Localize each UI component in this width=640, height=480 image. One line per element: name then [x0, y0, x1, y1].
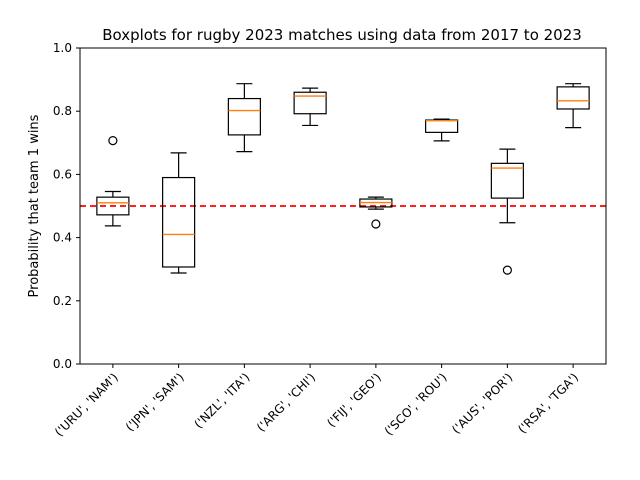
x-tick-label: ('ARG', 'CHI')	[254, 370, 318, 434]
chart-title: Boxplots for rugby 2023 matches using da…	[102, 26, 582, 44]
box-group	[293, 87, 327, 127]
x-tick-label: ('SCO', 'ROU')	[382, 370, 450, 438]
y-tick-label: 0.8	[53, 104, 72, 118]
box-group	[162, 152, 196, 274]
outlier-point	[371, 219, 381, 229]
box	[490, 162, 524, 199]
axes-layer: 0.0 0.2 0.4 0.6 0.8 1.0 ('URU', 'NAM') ('JPN', …	[52, 41, 607, 439]
box	[293, 91, 327, 115]
x-tick-label: ('RSA', 'TGA')	[515, 370, 581, 436]
x-tick-label: ('AUS', 'POR')	[449, 370, 515, 436]
box-group	[490, 148, 524, 275]
box	[227, 97, 261, 136]
x-tick-label: ('FIJ', 'GEO')	[324, 370, 384, 430]
outlier-point	[502, 265, 512, 275]
box	[162, 176, 196, 268]
boxes-layer	[96, 83, 590, 275]
box	[96, 196, 130, 216]
x-tick-label: ('URU', 'NAM')	[52, 370, 121, 439]
plot-frame	[79, 47, 607, 365]
outlier-point	[108, 135, 118, 146]
y-tick-label: 0.6	[53, 167, 72, 181]
box-group	[556, 83, 590, 129]
box-group	[425, 118, 459, 142]
y-tick-label: 1.0	[53, 41, 72, 55]
box-group	[359, 196, 393, 229]
y-tick-label: 0.0	[53, 357, 72, 371]
box-group	[227, 83, 261, 153]
x-tick-label: ('JPN', 'SAM')	[123, 370, 187, 434]
y-axis-label: Probability that team 1 wins	[27, 114, 42, 297]
y-tick-label: 0.4	[53, 231, 72, 245]
y-tick-label: 0.2	[53, 294, 72, 308]
box	[556, 86, 590, 110]
box	[425, 119, 459, 133]
x-tick-label: ('NZL', 'ITA')	[192, 370, 253, 431]
box-group	[96, 135, 130, 227]
